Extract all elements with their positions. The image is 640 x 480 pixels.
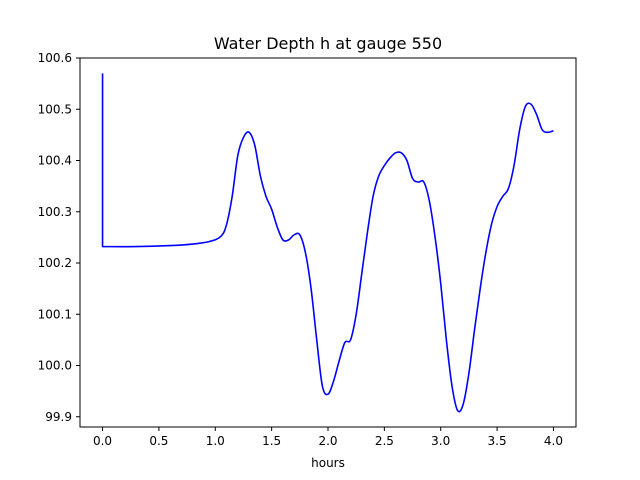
series-line — [101, 73, 554, 413]
plot-area — [79, 57, 577, 428]
y-tick-label: 100.0 — [38, 359, 72, 373]
plot-background — [80, 58, 576, 427]
y-tick-label: 100.2 — [38, 256, 72, 270]
x-tick-label: 4.0 — [544, 434, 563, 448]
x-axis-label: hours — [311, 456, 345, 470]
series-layer — [101, 73, 554, 413]
y-tick-label: 99.9 — [45, 410, 72, 424]
x-tick-label: 1.0 — [206, 434, 225, 448]
x-tick-label: 1.5 — [262, 434, 281, 448]
y-axis: 99.9 100.0 100.1 100.2 100.3 100.4 100.5 100.6 — [38, 51, 80, 424]
x-tick-label: 0.0 — [93, 434, 112, 448]
x-tick-label: 2.0 — [318, 434, 337, 448]
chart-title: Water Depth h at gauge 550 — [214, 34, 442, 53]
x-axis: 0.0 0.5 1.0 1.5 2.0 2.5 3.0 3.5 4.0 — [93, 427, 563, 448]
y-tick-label: 100.5 — [38, 102, 72, 116]
y-tick-label: 100.1 — [38, 307, 72, 321]
y-tick-label: 100.3 — [38, 205, 72, 219]
y-tick-label: 100.4 — [38, 154, 72, 168]
x-tick-label: 3.0 — [431, 434, 450, 448]
x-tick-label: 2.5 — [375, 434, 394, 448]
x-tick-label: 0.5 — [149, 434, 168, 448]
x-tick-label: 3.5 — [488, 434, 507, 448]
y-tick-label: 100.6 — [38, 51, 72, 65]
